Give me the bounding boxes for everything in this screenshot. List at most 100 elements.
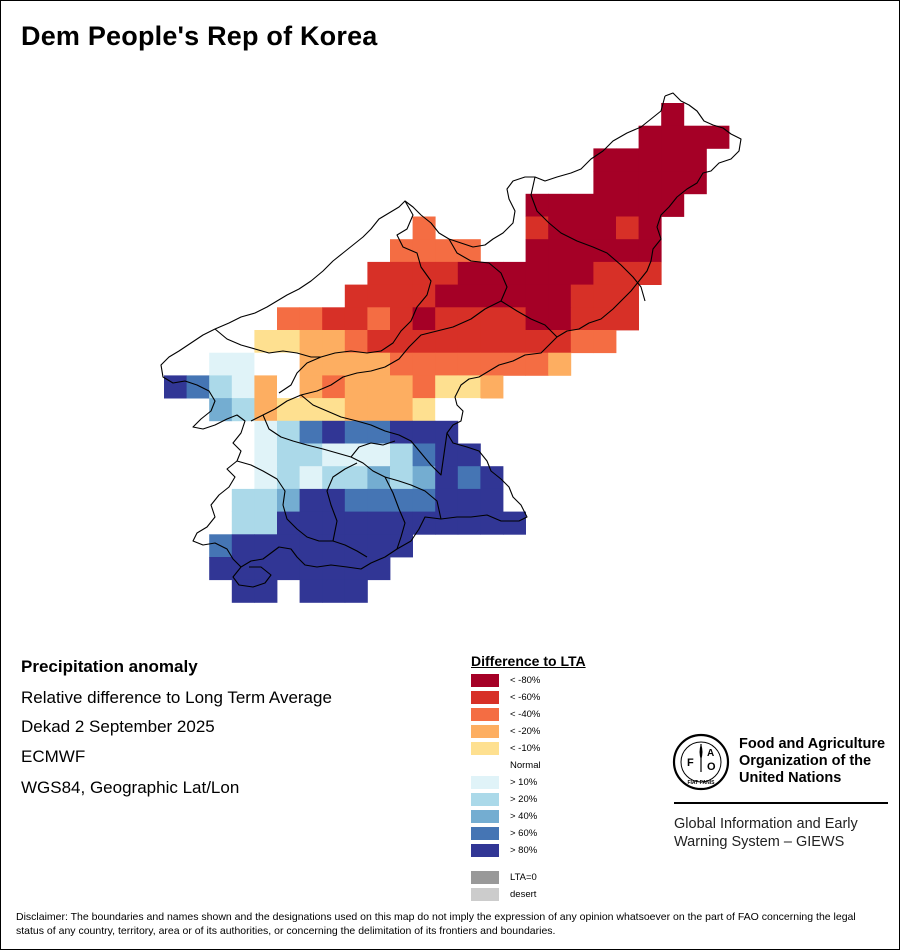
grid-cell bbox=[277, 307, 300, 331]
grid-cell bbox=[616, 216, 639, 240]
legend-label: < -60% bbox=[510, 692, 541, 703]
grid-cell bbox=[209, 352, 233, 376]
grid-cell bbox=[412, 420, 436, 444]
fao-name-line: Organization of the bbox=[739, 753, 872, 769]
grid-cell bbox=[367, 307, 391, 331]
grid-cell bbox=[638, 125, 662, 149]
grid-cell bbox=[277, 330, 300, 354]
grid-cell bbox=[457, 261, 481, 285]
legend-swatch bbox=[471, 725, 499, 738]
grid-cell bbox=[231, 488, 255, 512]
grid-cell bbox=[412, 511, 436, 535]
grid-cell bbox=[367, 511, 391, 535]
legend-swatch bbox=[471, 827, 499, 840]
grid-cell bbox=[390, 466, 413, 490]
grid-cell bbox=[277, 420, 300, 444]
grid-cell bbox=[254, 398, 278, 422]
grid-cell bbox=[525, 216, 549, 240]
grid-cell bbox=[412, 398, 436, 422]
projection: WGS84, Geographic Lat/Lon bbox=[21, 778, 240, 797]
grid-cell bbox=[299, 330, 323, 354]
giews-line: Global Information and Early bbox=[674, 816, 858, 832]
grid-cell bbox=[638, 261, 662, 285]
disclaimer: Disclaimer: The boundaries and names sho… bbox=[16, 911, 856, 937]
map-subtitle: Relative difference to Long Term Average bbox=[21, 688, 332, 707]
grid-cell bbox=[435, 398, 459, 422]
grid-cell bbox=[322, 511, 346, 535]
legend-label: > 10% bbox=[510, 777, 538, 788]
grid-cell bbox=[344, 466, 368, 490]
legend-swatch bbox=[471, 888, 499, 901]
grid-cell bbox=[390, 261, 413, 285]
grid-cell bbox=[503, 284, 526, 308]
grid-cell bbox=[616, 239, 639, 263]
legend-label: < -80% bbox=[510, 675, 541, 686]
grid-cell bbox=[209, 557, 233, 581]
grid-cell bbox=[254, 330, 278, 354]
grid-cell bbox=[254, 579, 278, 603]
grid-cell bbox=[503, 330, 526, 354]
grid-cell bbox=[322, 420, 346, 444]
grid-cell bbox=[548, 352, 572, 376]
data-source: ECMWF bbox=[21, 747, 86, 766]
grid-cell bbox=[593, 330, 617, 354]
grid-cell bbox=[390, 420, 413, 444]
grid-cell bbox=[548, 216, 572, 240]
grid-cell bbox=[186, 375, 210, 399]
grid-cell bbox=[412, 330, 436, 354]
grid-cell bbox=[322, 398, 346, 422]
grid-cell bbox=[503, 352, 526, 376]
grid-cell bbox=[254, 443, 278, 467]
grid-cell bbox=[299, 511, 323, 535]
grid-cell bbox=[616, 284, 639, 308]
grid-cell bbox=[457, 488, 481, 512]
grid-cell bbox=[322, 352, 346, 376]
grid-cell bbox=[525, 307, 549, 331]
legend-label: desert bbox=[510, 889, 537, 900]
grid-cell bbox=[254, 466, 278, 490]
emblem-motto: FIAT PANIS bbox=[687, 780, 715, 786]
grid-cell bbox=[344, 511, 368, 535]
grid-cell bbox=[683, 148, 707, 172]
grid-cell bbox=[299, 534, 323, 558]
grid-cell bbox=[322, 488, 346, 512]
grid-cell bbox=[435, 443, 459, 467]
grid-cell bbox=[231, 398, 255, 422]
grid-cell bbox=[231, 511, 255, 535]
grid-cell bbox=[164, 375, 187, 399]
grid-cell bbox=[367, 534, 391, 558]
grid-cell bbox=[390, 352, 413, 376]
grid-cell bbox=[412, 284, 436, 308]
legend-swatch bbox=[471, 674, 499, 687]
grid-cell bbox=[390, 284, 413, 308]
legend-swatch bbox=[471, 691, 499, 704]
grid-cell bbox=[661, 171, 685, 195]
grid-cell bbox=[570, 284, 594, 308]
grid-cell bbox=[412, 307, 436, 331]
grid-cell bbox=[231, 466, 255, 490]
grid-cell bbox=[661, 193, 685, 217]
legend-label: < -40% bbox=[510, 709, 541, 720]
grid-cell bbox=[525, 352, 549, 376]
legend-label: > 20% bbox=[510, 794, 538, 805]
grid-cell bbox=[322, 307, 346, 331]
legend-label: > 40% bbox=[510, 811, 538, 822]
grid-cell bbox=[412, 239, 436, 263]
grid-cell bbox=[412, 352, 436, 376]
grid-cell bbox=[616, 171, 639, 195]
grid-cell bbox=[548, 330, 572, 354]
grid-cell bbox=[254, 375, 278, 399]
grid-cell bbox=[480, 330, 504, 354]
province-boundary bbox=[384, 476, 406, 550]
grid-cell bbox=[367, 488, 391, 512]
grid-cell bbox=[457, 330, 481, 354]
grid-cell bbox=[548, 193, 572, 217]
grid-cell bbox=[480, 307, 504, 331]
anomaly-grid bbox=[164, 103, 730, 603]
grid-cell bbox=[390, 375, 413, 399]
legend-swatch bbox=[471, 776, 499, 789]
grid-cell bbox=[457, 398, 481, 422]
grid-cell bbox=[254, 352, 278, 376]
grid-cell bbox=[480, 375, 504, 399]
country-outline bbox=[232, 92, 742, 588]
